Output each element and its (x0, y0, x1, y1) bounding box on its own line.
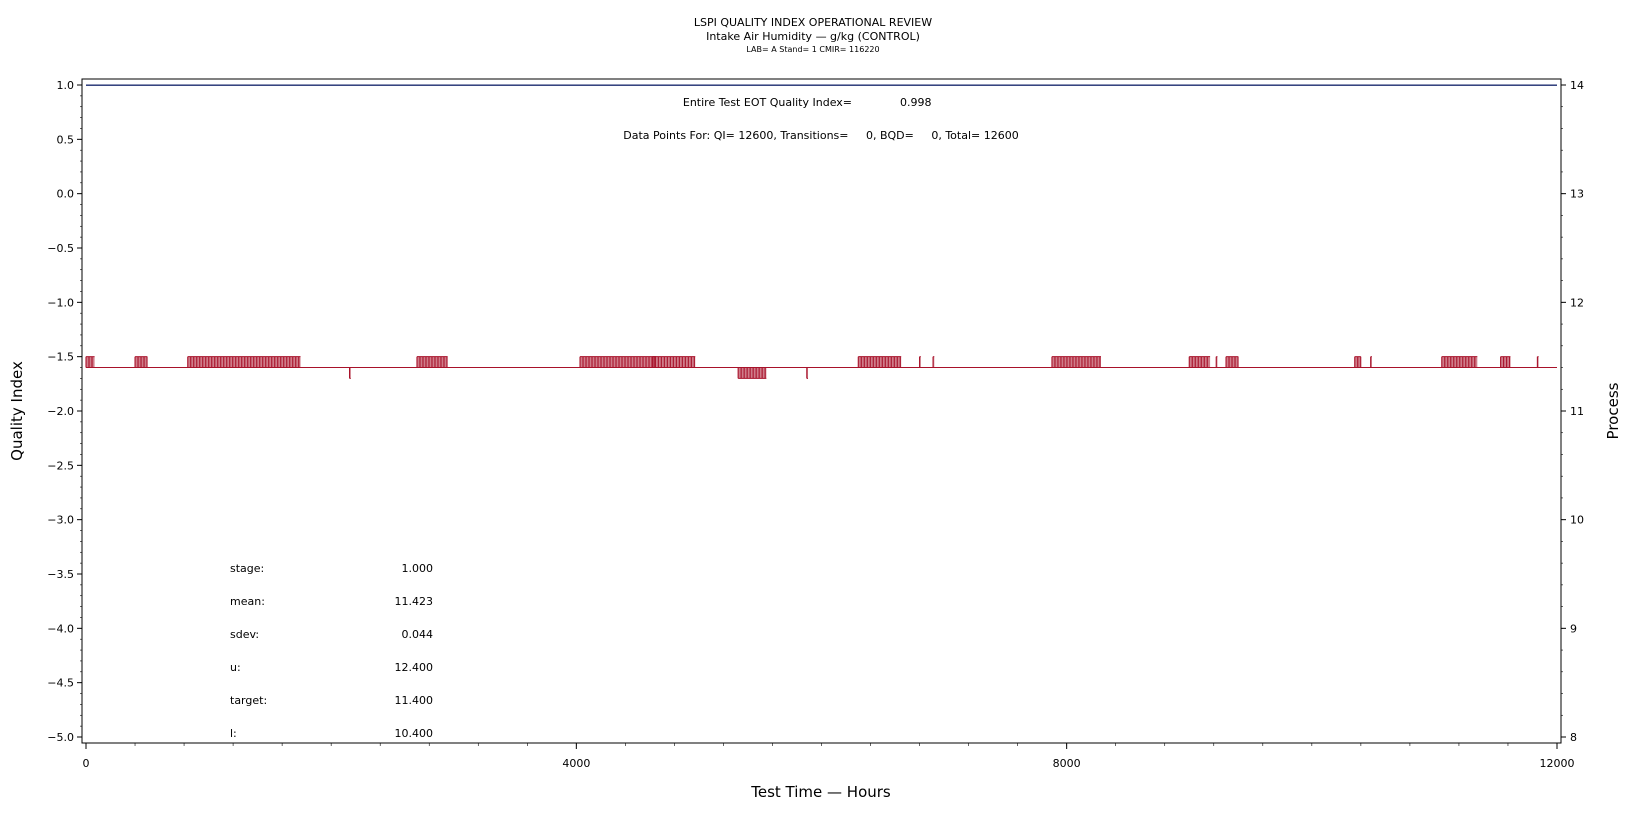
y-tick-label: −4.5 (47, 677, 74, 690)
process-excursion-band (1370, 356, 1372, 368)
process-excursion-band (738, 367, 767, 379)
y2-tick-label: 10 (1570, 514, 1584, 527)
process-excursion-band (580, 356, 657, 368)
y2-tick-label: 8 (1570, 731, 1577, 744)
y-tick-label: 1.0 (57, 79, 75, 92)
y-axis-right: 14 13 12 11 10 9 8 (1561, 79, 1584, 744)
process-excursion-band (349, 367, 351, 379)
stat-value: 10.400 (395, 727, 434, 740)
stat-value: 1.000 (402, 562, 434, 575)
process-excursion-band (1216, 356, 1218, 368)
y-tick-label: −5.0 (47, 731, 74, 744)
stat-label: sdev: (230, 628, 259, 641)
x-tick-label: 0 (83, 757, 90, 770)
x-tick-label: 12000 (1540, 757, 1575, 770)
data-points-annotation: Data Points For: QI= 12600, Transitions=… (623, 129, 1018, 142)
y-tick-label: −1.5 (47, 351, 74, 364)
y-tick-label: −4.0 (47, 622, 74, 635)
process-excursion-band (1500, 356, 1511, 368)
chart-title: LSPI QUALITY INDEX OPERATIONAL REVIEW (694, 16, 932, 29)
chart-info: LAB= A Stand= 1 CMIR= 116220 (746, 45, 879, 54)
stat-label: mean: (230, 595, 265, 608)
stat-value: 12.400 (395, 661, 434, 674)
y-axis-left: 1.0 0.5 0.0 −0.5 −1.0 −1.5 −2.0 −2.5 −3.0 −3.5 −4.… (47, 79, 82, 744)
stat-value: 0.044 (402, 628, 434, 641)
y-tick-label: −2.5 (47, 459, 74, 472)
stat-label: target: (230, 694, 267, 707)
process-series (85, 356, 1557, 379)
y-tick-label: 0.0 (57, 188, 75, 201)
stat-value: 11.400 (395, 694, 434, 707)
process-excursion-band (187, 356, 301, 368)
y-tick-label: −3.0 (47, 514, 74, 527)
y-tick-label: −2.0 (47, 405, 74, 418)
qi-annotation-value: 0.998 (900, 96, 932, 109)
chart-subtitle: Intake Air Humidity — g/kg (CONTROL) (706, 30, 920, 43)
qi-annotation-label: Entire Test EOT Quality Index= (683, 96, 852, 109)
stat-label: stage: (230, 562, 264, 575)
y-axis-label: Quality Index (8, 361, 26, 461)
y-tick-label: −3.5 (47, 568, 74, 581)
stats-block: stage: 1.000 mean: 11.423 sdev: 0.044 u: 12.400… (230, 562, 433, 740)
y2-axis-label: Process (1604, 382, 1622, 439)
y2-tick-label: 9 (1570, 622, 1577, 635)
y-tick-label: −1.0 (47, 296, 74, 309)
x-axis: 0 4000 8000 12000 (83, 742, 1575, 770)
process-excursion-band (806, 367, 809, 379)
process-excursion-band (1189, 356, 1211, 368)
y2-tick-label: 12 (1570, 296, 1584, 309)
process-excursion-band (1537, 356, 1539, 368)
stat-value: 11.423 (395, 595, 434, 608)
y2-tick-label: 11 (1570, 405, 1584, 418)
y2-tick-label: 13 (1570, 188, 1584, 201)
process-excursion-band (933, 356, 935, 368)
process-excursion-band (86, 356, 95, 368)
y-tick-label: −0.5 (47, 242, 74, 255)
y2-tick-label: 14 (1570, 79, 1584, 92)
y-tick-label: 0.5 (57, 133, 75, 146)
stat-label: l: (230, 727, 237, 740)
x-axis-label: Test Time — Hours (750, 783, 891, 801)
plot-frame (81, 78, 1562, 744)
x-tick-label: 8000 (1053, 757, 1081, 770)
process-excursion-band (919, 356, 921, 368)
stat-label: u: (230, 661, 241, 674)
x-tick-label: 4000 (562, 757, 590, 770)
